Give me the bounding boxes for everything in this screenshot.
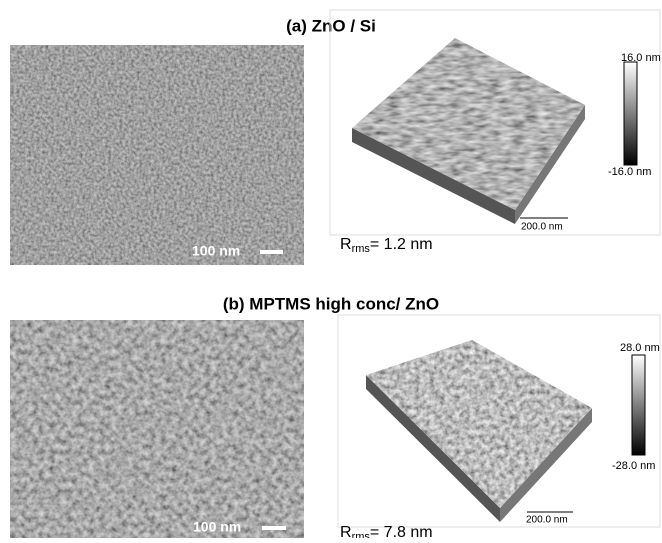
afm-scale-label: 200.0 nm (526, 515, 568, 526)
sem-scale-bar (262, 526, 286, 530)
sem-scale-label: 100 nm (193, 519, 241, 535)
rrms-subscript: rms (352, 243, 371, 255)
rrms: Rrms= 1.2 nm (340, 236, 433, 255)
colorbar-min: -28.0 nm (612, 460, 655, 472)
sem-image (10, 45, 304, 265)
panel-title: (a) ZnO / Si (286, 16, 376, 35)
colorbar (624, 62, 637, 165)
panel-title: (b) MPTMS high conc/ ZnO (223, 294, 439, 313)
sem-image (10, 320, 304, 538)
figure: (a) ZnO / Si 100 nm 16.0 nm -16.0 nm 200… (0, 0, 662, 538)
sem-scale-label: 100 nm (192, 243, 240, 259)
colorbar (632, 355, 645, 455)
panel-b: (b) MPTMS high conc/ ZnO 100 nm 28.0 nm … (10, 294, 660, 538)
rrms-symbol: R (340, 524, 352, 538)
rrms-value: = 1.2 nm (370, 236, 433, 253)
rrms-symbol: R (340, 236, 352, 253)
afm-scale-label: 200.0 nm (521, 222, 563, 233)
rrms-subscript: rms (352, 531, 371, 538)
colorbar-max: 16.0 nm (621, 52, 661, 64)
sem-scale-bar (260, 250, 283, 254)
rrms: Rrms= 7.8 nm (340, 524, 433, 538)
panel-a: (a) ZnO / Si 100 nm 16.0 nm -16.0 nm 200… (10, 10, 661, 265)
rrms-value: = 7.8 nm (370, 524, 433, 538)
colorbar-min: -16.0 nm (608, 166, 651, 178)
colorbar-max: 28.0 nm (620, 342, 660, 354)
